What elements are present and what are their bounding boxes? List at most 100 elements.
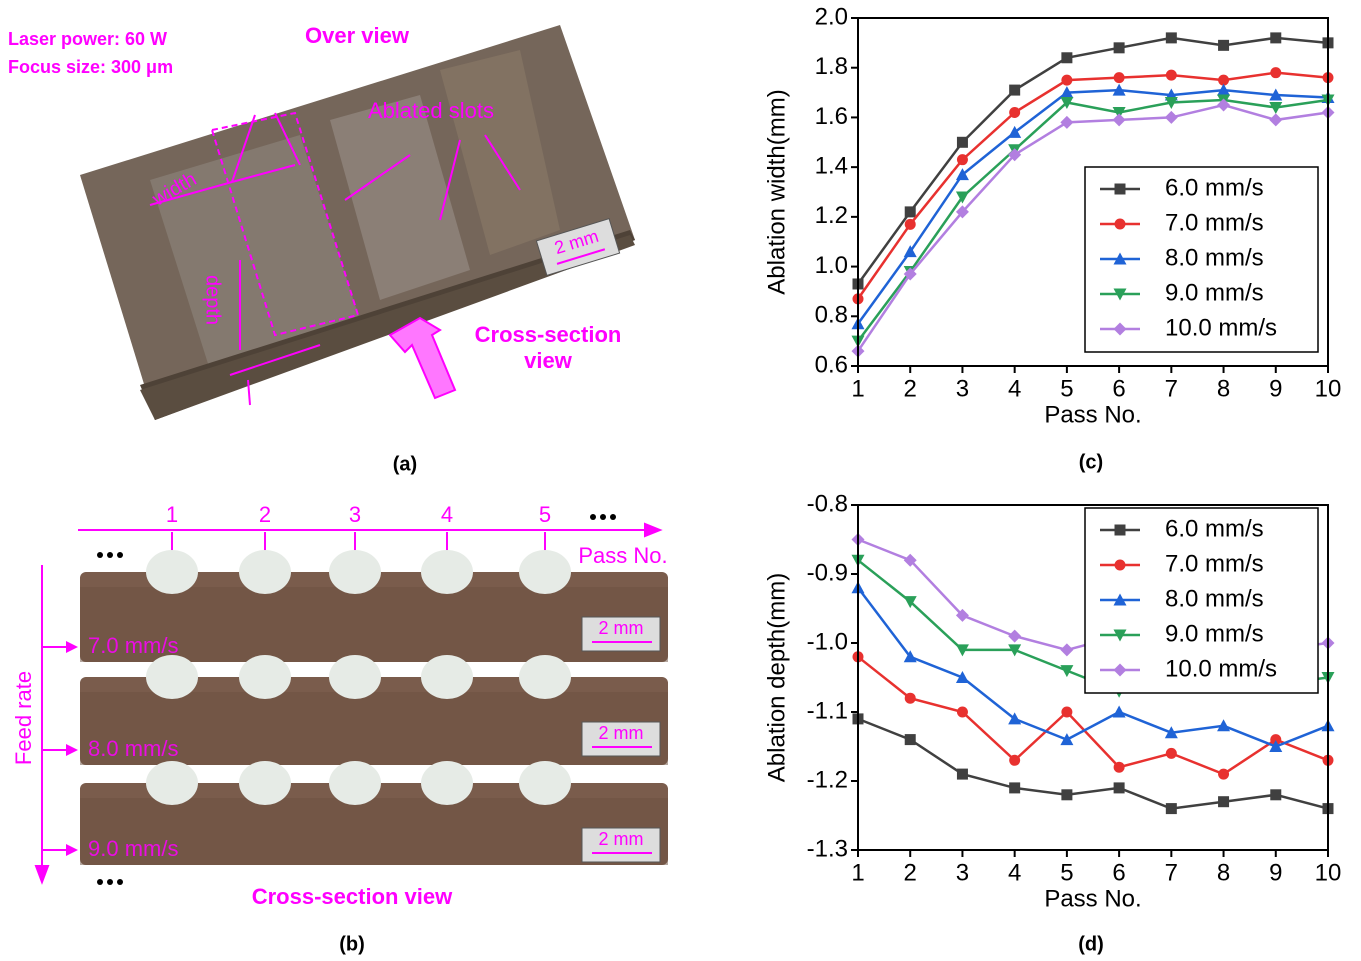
- pass-number: 4: [441, 502, 453, 527]
- feed-rate-label: 9.0 mm/s: [88, 836, 178, 861]
- legend-marker: [1115, 184, 1126, 195]
- data-point: [1114, 42, 1125, 53]
- ablated-slot: [329, 761, 381, 805]
- ablated-slot: [329, 550, 381, 594]
- data-point: [1009, 782, 1020, 793]
- y-tick-label: 1.2: [815, 202, 848, 229]
- data-point: [1270, 67, 1281, 78]
- data-point: [1270, 789, 1281, 800]
- pass-number: 3: [349, 502, 361, 527]
- x-tick-label: 4: [1008, 859, 1021, 886]
- ablated-slot: [421, 550, 473, 594]
- focus-size: Focus size: 300 μm: [8, 57, 173, 77]
- data-point: [905, 693, 916, 704]
- data-point: [1166, 32, 1177, 43]
- pass-number: 2: [259, 502, 271, 527]
- overview-title: Over view: [305, 23, 410, 48]
- y-tick-label: -0.8: [807, 490, 848, 517]
- panel-caption: (b): [339, 933, 365, 955]
- feed-rate-label: 7.0 mm/s: [88, 633, 178, 658]
- data-point: [957, 154, 968, 165]
- figure: Laser power: 60 W Focus size: 300 μm Ove…: [0, 0, 1361, 961]
- x-tick-label: 8: [1217, 375, 1230, 402]
- panel-caption: (a): [393, 453, 417, 475]
- panel-caption: (d): [1078, 933, 1104, 955]
- x-tick-label: 2: [904, 375, 917, 402]
- data-point: [1008, 630, 1021, 643]
- x-tick-label: 1: [851, 859, 864, 886]
- data-point: [1166, 748, 1177, 759]
- y-tick-label: -1.3: [807, 835, 848, 862]
- legend-label: 9.0 mm/s: [1165, 620, 1264, 647]
- y-tick-label: 1.6: [815, 103, 848, 130]
- legend-marker: [1115, 560, 1126, 571]
- x-axis-label: Pass No.: [1044, 885, 1141, 912]
- data-point: [1114, 762, 1125, 773]
- data-point: [1009, 85, 1020, 96]
- x-tick-label: 5: [1060, 859, 1073, 886]
- legend-label: 8.0 mm/s: [1165, 585, 1264, 612]
- data-point: [957, 707, 968, 718]
- ablated-slot: [421, 655, 473, 699]
- laser-power: Laser power: 60 W: [8, 29, 167, 49]
- feed-rate-label: 8.0 mm/s: [88, 736, 178, 761]
- ablated-slot: [421, 761, 473, 805]
- data-point: [1166, 70, 1177, 81]
- legend-label: 6.0 mm/s: [1165, 174, 1264, 201]
- pass-number: 5: [539, 502, 551, 527]
- legend-label: 7.0 mm/s: [1165, 209, 1264, 236]
- legend-label: 6.0 mm/s: [1165, 515, 1264, 542]
- ablated-slot: [519, 655, 571, 699]
- data-point: [1166, 803, 1177, 814]
- feed-arrow-head: [66, 844, 78, 856]
- ablated-slot: [146, 550, 198, 594]
- ablated-slot: [239, 761, 291, 805]
- scale-label: 2 mm: [599, 723, 644, 743]
- y-tick-label: 0.6: [815, 351, 848, 378]
- ablated-slot: [146, 761, 198, 805]
- pass-number: 1: [166, 502, 178, 527]
- x-tick-label: 7: [1165, 375, 1178, 402]
- data-point: [1114, 72, 1125, 83]
- y-tick-label: 1.4: [815, 152, 848, 179]
- data-point: [1113, 706, 1126, 718]
- data-point: [1114, 782, 1125, 793]
- x-tick-label: 3: [956, 375, 969, 402]
- ablated-slot: [239, 550, 291, 594]
- x-tick-label: 5: [1060, 375, 1073, 402]
- y-tick-label: 2.0: [815, 3, 848, 30]
- data-point: [1165, 111, 1178, 124]
- scale-label: 2 mm: [599, 618, 644, 638]
- x-tick-label: 2: [904, 859, 917, 886]
- data-point: [1218, 40, 1229, 51]
- x-tick-label: 6: [1112, 375, 1125, 402]
- cross-section-label: view: [524, 348, 573, 373]
- pass-axis-label: Pass No.: [578, 543, 667, 568]
- legend-marker: [1115, 525, 1126, 536]
- x-tick-label: 7: [1165, 859, 1178, 886]
- data-point: [1060, 116, 1073, 129]
- y-axis-label: Ablation depth(mm): [763, 573, 790, 782]
- y-tick-label: -1.2: [807, 766, 848, 793]
- ablated-slot: [329, 655, 381, 699]
- ablated-slot: [239, 655, 291, 699]
- data-point: [905, 206, 916, 217]
- y-tick-label: 1.8: [815, 53, 848, 80]
- data-point: [1009, 107, 1020, 118]
- data-point: [1269, 113, 1282, 126]
- legend-label: 7.0 mm/s: [1165, 550, 1264, 577]
- legend-label: 10.0 mm/s: [1165, 655, 1277, 682]
- legend-label: 9.0 mm/s: [1165, 279, 1264, 306]
- x-tick-label: 6: [1112, 859, 1125, 886]
- ablated-slot: [146, 655, 198, 699]
- data-point: [957, 137, 968, 148]
- x-tick-label: 1: [851, 375, 864, 402]
- data-point: [1060, 643, 1073, 656]
- y-tick-label: -0.9: [807, 559, 848, 586]
- data-point: [905, 734, 916, 745]
- data-point: [1061, 52, 1072, 63]
- panel-caption: (c): [1079, 451, 1103, 473]
- legend-label: 10.0 mm/s: [1165, 314, 1277, 341]
- data-point: [957, 769, 968, 780]
- x-axis-label: Pass No.: [1044, 401, 1141, 428]
